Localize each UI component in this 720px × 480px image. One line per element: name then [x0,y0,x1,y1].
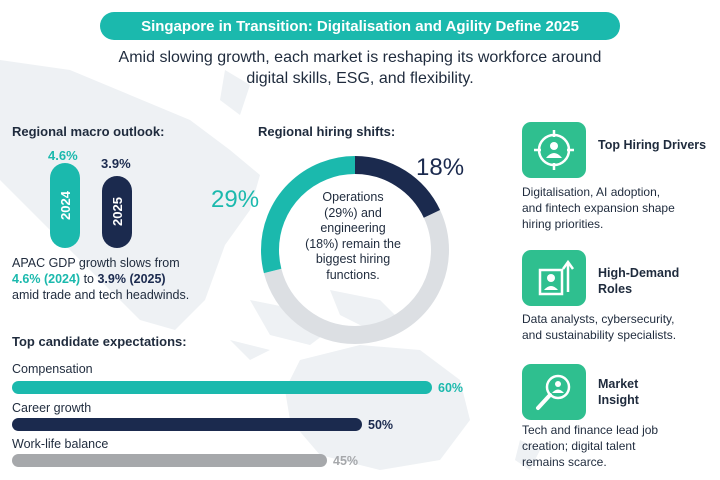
macro-heading: Regional macro outlook: [12,124,165,139]
donut-center-text: Operations (29%) and engineering (18%) r… [287,190,419,283]
expectation-bar-career-growth [12,418,362,431]
card-1-text-line-1: Digitalisation, AI adoption, [522,185,661,199]
donut-label-engineering: 18% [416,154,465,181]
expectation-value-work-life-balance: 45% [333,454,359,468]
gdp-2025-value-label: 3.9% [101,155,131,171]
expectation-value-career-growth: 50% [368,418,394,432]
expectation-value-compensation: 60% [438,381,464,395]
card-3-text-line-2: creation; digital talent [522,439,636,453]
gdp-2025-bar: 2025 [102,175,132,248]
gdp-2024-year-label: 2024 [57,190,73,220]
subtitle-line-1: Amid slowing growth, each market is resh… [118,49,602,66]
donut-center-line-6: functions. [326,267,380,282]
donut-label-operations: 29% [211,186,260,213]
expectation-bar-work-life-balance [12,454,327,467]
magnifier-person-icon [522,364,586,420]
card-3-text-line-3: remains scarce. [522,455,607,469]
gdp-text-part1: APAC GDP growth slows from [12,256,180,270]
gdp-text-part2: to [80,272,98,286]
donut-center-line-1: Operations [322,190,384,204]
card-text-high-demand-roles: Data analysts, cybersecurity, and sustai… [522,311,712,343]
card-text-market-insight: Tech and finance lead job creation; digi… [522,422,712,470]
expectations-heading: Top candidate expectations: [12,334,187,349]
card-text-top-hiring-drivers: Digitalisation, AI adoption, and fintech… [522,184,712,232]
growth-person-icon [522,250,586,306]
card-3-title-line-2: Insight [598,393,639,407]
gdp-2024-bar: 2024 [50,162,80,248]
target-person-icon [522,122,586,178]
gdp-2025-bold: 3.9% (2025) [97,272,166,286]
gdp-description: APAC GDP growth slows from 4.6% (2024) t… [12,255,217,303]
card-2-title-line-1: High-Demand [598,266,680,280]
donut-center-line-2: (29%) and [324,205,382,220]
donut-center-line-3: engineering [320,221,386,235]
donut-slice-engineering [261,156,449,344]
expectation-label-career-growth: Career growth [12,401,92,415]
card-3-text-line-1: Tech and finance lead job [522,423,659,437]
card-title-high-demand-roles: High-Demand Roles [598,265,708,297]
card-2-title-line-2: Roles [598,282,633,296]
expectation-bar-compensation [12,381,432,394]
card-2-text-line-1: Data analysts, cybersecurity, [522,312,675,326]
donut-slice-other [261,156,449,344]
expectation-label-work-life-balance: Work-life balance [12,437,109,451]
gdp-2024-bold: 4.6% (2024) [12,272,81,286]
card-1-text-line-3: hiring priorities. [522,217,604,231]
gdp-text-part3: amid trade and tech headwinds. [12,288,190,302]
page-title: Singapore in Transition: Digitalisation … [100,12,620,40]
donut-center-line-4: (18%) remain the [305,236,401,251]
hiring-donut-chart [261,156,449,344]
card-3-title-line-1: Market [598,377,639,391]
expectation-label-compensation: Compensation [12,362,93,376]
subtitle-line-2: digital skills, ESG, and flexibility. [246,70,474,87]
card-title-top-hiring-drivers: Top Hiring Drivers [598,138,707,152]
donut-center-line-5: biggest hiring [315,252,391,266]
card-2-text-line-2: and sustainability specialists. [522,328,677,342]
gdp-2024-value-label: 4.6% [48,148,78,163]
gdp-2025-year-label: 2025 [109,197,125,227]
page-subtitle: Amid slowing growth, each market is resh… [60,47,660,89]
card-1-text-line-2: and fintech expansion shape [522,201,675,215]
hiring-heading: Regional hiring shifts: [258,124,396,139]
card-title-market-insight: Market Insight [598,376,708,408]
